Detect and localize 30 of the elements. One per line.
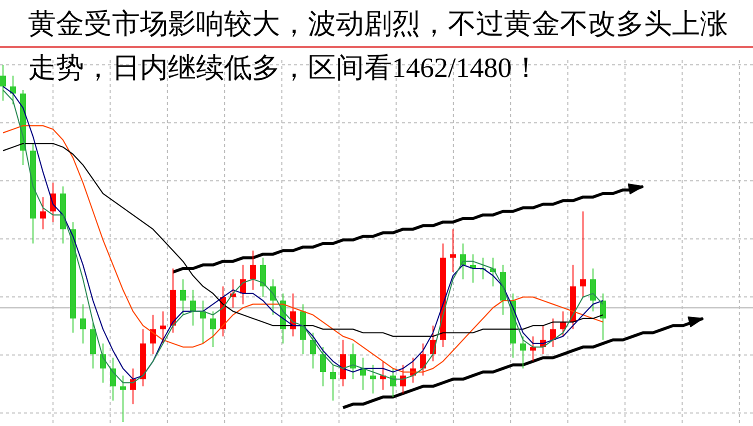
candlestick: [350, 342, 356, 380]
candlestick: [0, 64, 6, 102]
candlestick: [370, 364, 376, 394]
candlestick: [460, 243, 466, 280]
candlestick: [110, 357, 116, 402]
candlestick: [330, 364, 336, 402]
candlestick: [150, 314, 156, 355]
candlestick: [580, 210, 586, 298]
candlestick: [40, 196, 46, 230]
candlestick: [530, 336, 536, 362]
candlestick: [450, 228, 456, 273]
candlestick: [80, 304, 86, 344]
candlestick: [310, 332, 316, 369]
candlestick: [600, 292, 606, 340]
candlestick: [160, 310, 166, 344]
candlestick: [180, 278, 186, 316]
chart-title: 黄金受市场影响较大，波动剧烈，不过黄金不改多头上涨走势，日内继续低多，区间看1462/1480！: [28, 8, 729, 86]
candlestick: [520, 336, 526, 369]
candlestick: [320, 346, 326, 387]
candlestick: [190, 289, 196, 326]
candlestick: [390, 368, 396, 398]
candlestick: [590, 268, 596, 312]
candlestick: [400, 364, 406, 394]
candlestick: [120, 375, 126, 422]
candlestick: [260, 257, 266, 298]
candlestick: [210, 310, 216, 348]
candlestick: [550, 318, 556, 348]
candlestick: [250, 250, 256, 290]
candlestick: [420, 342, 426, 376]
candlestick: [100, 342, 106, 384]
